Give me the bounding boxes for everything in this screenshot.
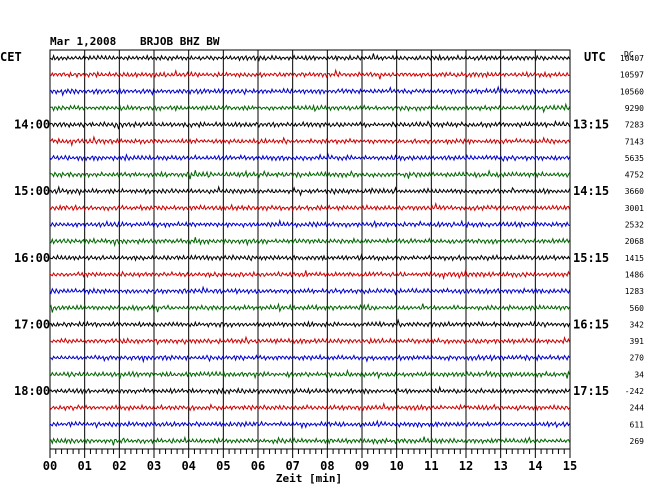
trace-row-7 [49,169,571,180]
right-time-label: 15:15 [573,251,609,265]
dc-offset-label: 270 [630,354,645,363]
right-time-label: 13:15 [573,118,609,132]
trace-row-8 [49,185,571,197]
dc-offset-label: 391 [630,337,645,346]
x-tick-label: 03 [147,459,161,473]
dc-offset-label: 10407 [620,54,644,63]
x-tick-label: 10 [389,459,403,473]
right-time-label: 14:15 [573,184,609,198]
trace-row-9 [49,201,571,212]
dc-offset-label: 1283 [625,287,644,296]
x-tick-label: 05 [216,459,230,473]
x-tick-label: 02 [112,459,126,473]
dc-offset-label: 611 [630,420,645,429]
dc-offset-label: 560 [630,304,645,313]
left-time-label: 18:00 [14,384,50,398]
x-tick-label: 01 [77,459,91,473]
dc-offset-label: 1415 [625,254,644,263]
trace-row-13 [49,269,571,281]
trace-row-15 [49,302,571,313]
trace-row-16 [49,318,571,329]
trace-row-0 [49,53,571,62]
trace-row-3 [49,102,571,114]
x-tick-label: 12 [459,459,473,473]
x-tick-label: 13 [493,459,507,473]
left-timezone-label: CET [0,50,22,64]
right-timezone-label: UTC [584,50,606,64]
dc-offset-label: 269 [630,437,645,446]
trace-row-19 [49,368,571,380]
trace-row-1 [49,68,570,80]
x-tick-label: 15 [563,459,577,473]
dc-offset-label: 342 [630,320,645,329]
x-axis-title: Zeit [min] [276,472,342,485]
dc-offset-label: 10597 [620,71,644,80]
left-time-label: 17:00 [14,317,50,331]
dc-offset-label: 1486 [625,270,644,279]
right-time-label: 17:15 [573,384,609,398]
dc-offset-label: 3660 [625,187,644,196]
station-label: BRJOB BHZ BW [140,35,220,48]
left-time-labels: 14:00 15:00 16:00 17:00 18:00 [14,118,50,398]
trace-row-23 [49,435,571,446]
plot-border [49,49,571,450]
trace-row-18 [49,353,571,364]
trace-row-10 [49,218,570,229]
x-tick-label: 00 [43,459,57,473]
left-time-label: 16:00 [14,251,50,265]
trace-row-6 [49,152,571,163]
dc-offset-label: 7283 [625,121,644,130]
dc-header-label: DC [624,50,634,59]
trace-row-11 [49,237,571,248]
x-tick-label: 06 [251,459,265,473]
x-tick-label: 11 [424,459,438,473]
dc-offset-label: 34 [634,370,644,379]
trace-row-12 [49,252,571,262]
x-tick-label: 07 [285,459,299,473]
trace-row-2 [49,85,571,97]
trace-row-4 [49,119,571,130]
right-time-label: 16:15 [573,317,609,331]
left-time-label: 15:00 [14,184,50,198]
dc-offset-label: 10560 [620,87,644,96]
dc-offset-labels: 10407 10597 10560 9290 7283 7143 5635 4752 3660 3… [620,54,644,446]
dc-offset-label: 3001 [625,204,644,213]
right-time-labels: 13:15 14:15 15:15 16:15 17:15 [573,118,609,398]
plot-grid [49,49,571,450]
dc-offset-label: 244 [630,404,645,413]
dc-offset-label: 4752 [625,171,644,180]
left-time-label: 14:00 [14,118,50,132]
seismic-traces [49,53,571,446]
dc-offset-label: 9290 [625,104,644,113]
dc-offset-label: 2532 [625,221,644,230]
trace-row-22 [49,419,571,430]
x-tick-label: 04 [181,459,195,473]
x-tick-label: 14 [528,459,542,473]
dc-offset-label: -242 [625,387,644,396]
trace-row-17 [49,335,571,346]
trace-row-20 [49,385,571,395]
trace-row-5 [49,135,571,148]
date-label: Mar 1,2008 [50,35,116,48]
x-tick-label: 09 [355,459,369,473]
dc-offset-label: 7143 [625,137,644,146]
x-tick-label: 08 [320,459,334,473]
trace-row-14 [49,285,571,296]
trace-row-21 [49,401,571,412]
x-axis: 00 01 02 03 04 05 06 07 08 09 10 11 12 13 14 15 [43,449,577,473]
dc-offset-label: 5635 [625,154,644,163]
dc-offset-label: 2068 [625,237,644,246]
